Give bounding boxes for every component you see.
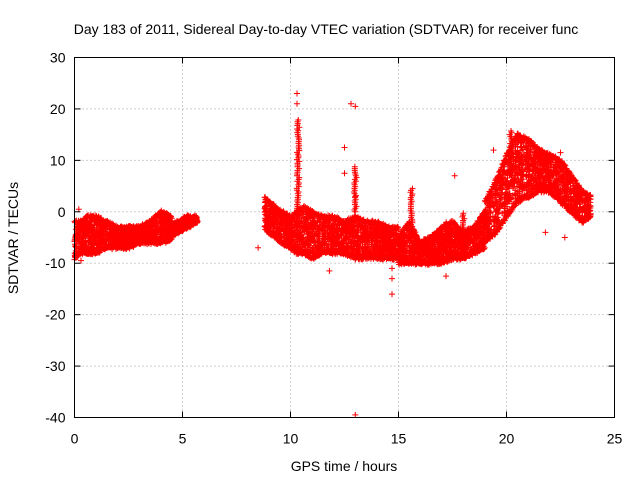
- data-point: [91, 225, 98, 232]
- data-points: [71, 90, 594, 418]
